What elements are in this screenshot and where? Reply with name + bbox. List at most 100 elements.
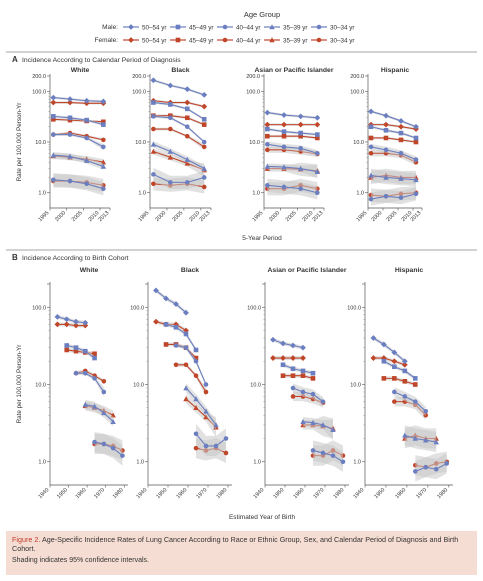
panel-a-plot-0-female-0-point (67, 99, 73, 106)
panel-a-plot-0-female-0-point (50, 99, 57, 106)
panel-a-plot-2-male-3-point (264, 163, 271, 169)
panel-b-plot-3-male-1-line (383, 360, 416, 379)
panel-b-plot-3-xtick-label: 1940 (353, 487, 366, 500)
panel-a-plot-0-ytick-label: 200.0 (32, 74, 46, 80)
panel-a-plot-3-male-2-point (383, 147, 389, 153)
panel-b-plot-1-female-3-point (193, 404, 199, 411)
panel-a-xlabel: 5-Year Period (242, 235, 282, 242)
panel-b-plot-2-male-0-point (280, 340, 286, 347)
panel-b-plot-1-female-2-line (176, 364, 207, 393)
panel-a-plot-0-male-4-point (51, 177, 56, 183)
panel-b-plot-1-xtick-label: 1950 (156, 487, 169, 500)
panel-b-plot-2-female-1-point (280, 373, 286, 378)
panel-a-plot-1-male-2-ci (153, 115, 205, 144)
panel-b-plot-1-female-2-point (183, 362, 189, 368)
panel-b-plot-2-male-1-line (282, 364, 314, 374)
panel-a-plot-1-female-1-point (184, 115, 190, 121)
panel-b-plot-3-male-0-point (391, 349, 398, 356)
panel-a-plot-0-male-0-line (53, 97, 104, 102)
panel-b-plot-3-female-0-point (391, 358, 398, 365)
panel-b-plot-2-male-2-point (320, 399, 326, 404)
panel-b-plot-0-male-2-point (92, 376, 97, 381)
panel-b-plot-0-ytick-label: 1.0 (38, 460, 46, 466)
panel-b-plot-3-male-4-point (433, 466, 439, 472)
panel-b-plot-2-male-2-point (290, 385, 296, 391)
panel-b-plot-3-male-0-point (380, 341, 387, 348)
panel-a-plot-2-female-1-line (267, 135, 318, 139)
panel-b-plot-0-male-1-point (73, 345, 79, 350)
panel-a-plot-1-female-2-point (151, 126, 156, 132)
panel-b-plot-1-male-0-point (183, 309, 189, 316)
panel-a-plot-0-ytick-label: 10.0 (35, 140, 46, 146)
panel-a-plot-0-title: White (71, 67, 90, 74)
panel-a-plot-3-male-3-point (368, 172, 374, 178)
panel-b-plot-3-female-1-point (412, 382, 418, 387)
panel-b-plot-1-female-2-point (173, 362, 179, 368)
panel-b-plot-0-title: White (80, 267, 99, 274)
panel-a-plot-1-male-4-line (153, 173, 205, 183)
panel-b-plot-0-male-0-point (73, 318, 79, 325)
panel-b-plot-0-xtick-label: 1960 (75, 487, 88, 500)
panel-a-plot-1-male-3-point (201, 165, 207, 171)
panel-b-plot-1-male-1-line (165, 323, 197, 351)
panel-a-plot-1-female-3-point (150, 148, 157, 154)
panel-a-plot-0-male-2-line (53, 134, 104, 148)
panel-b-plot-3-male-4-ci (415, 453, 447, 482)
panel-b-plot-3-female-1-ci (383, 376, 416, 387)
panel-a-plot-1-male-3-line (153, 143, 205, 170)
panel-a-plot-2-male-1-point (265, 126, 270, 132)
panel-b-plot-1-male-4-point (193, 431, 199, 437)
panel-a-plot-0-female-1-point (67, 117, 73, 123)
panel-a-plot-3-male-3-point (398, 175, 404, 181)
panel-a-plot-1-male-2-line (153, 115, 205, 143)
panel-b-plot-3-male-3-line (404, 434, 437, 443)
panel-b-plot-2-male-0-point (290, 342, 296, 349)
panel-b-plot-3-male-0-point (370, 335, 377, 341)
panel-b-plot-3-male-2-point (402, 394, 408, 399)
panel-b-plot-1-xtick-label: 1960 (176, 487, 189, 500)
panel-b-plot-2-male-4-point (330, 453, 336, 458)
panel-b-plot-0-female-0-point (73, 322, 79, 329)
panel-a-plot-1-male-3-point (184, 156, 190, 162)
panel-b-plot-3-male-2-point (412, 399, 418, 404)
panel-a-plot-1-xtick-label: 2005 (171, 210, 184, 223)
panel-a-plot-1-male-3-point (150, 141, 157, 147)
panel-a-plot-0-male-2-point (84, 135, 89, 141)
panel-b-plot-0-male-2-point (82, 370, 88, 376)
panel-a-plot-1-female-0-point (184, 99, 191, 106)
legend-female-label-1: 45–49 yr (189, 38, 214, 45)
panel-a-plot-1-female-4-point (151, 181, 156, 187)
panel-a-plot-0-male-1-line (53, 115, 104, 126)
panel-a-plot-2-male-3-point (281, 164, 287, 170)
panel-a-plot-0-male-4-line (53, 179, 104, 190)
panel-b-plot-1-female-2-point (193, 373, 199, 378)
panel-b-plot-1-female-1-point (193, 355, 199, 361)
panel-b-plot-1-male-2-point (193, 358, 199, 364)
legend-female-marker-2 (222, 37, 228, 43)
panel-b-title: Incidence According to Birth Cohort (22, 255, 129, 262)
panel-a-plot-0-male-1-point (101, 122, 106, 127)
panel-b-plot-0-ytick-label: 100.0 (32, 305, 46, 311)
panel-a-plot-3-male-1-line (370, 126, 417, 139)
panel-a-plot-1-female-0-point (201, 103, 208, 110)
panel-a-plot-0-male-4-point (67, 178, 73, 184)
panel-b-plot-2-ytick-label: 10.0 (250, 383, 261, 389)
panel-a-plot-3-female-1-point (368, 135, 374, 141)
panel-b-plot-2-xtick-label: 1940 (253, 487, 266, 500)
panel-a-plot-3-male-4-point (368, 196, 374, 202)
legend-female-label-0: 50–54 yr (142, 38, 167, 45)
panel-b-plot-0-female-0-point (54, 321, 61, 328)
panel-b-plot-1-female-0-point (153, 318, 159, 325)
panel-b-plot-3-ytick-label: 10.0 (350, 383, 361, 389)
panel-b-plot-2-male-3-point (300, 418, 306, 424)
panel-b-plot-2-male-4-point (320, 450, 326, 456)
panel-a-plot-1-title: Black (171, 67, 189, 74)
panel-a-plot-2-male-3-point (297, 165, 304, 171)
panel-b-plot-2-male-4-point (310, 448, 316, 453)
panel-a-plot-3-male-2-line (370, 146, 417, 161)
panel-a-plot-0-male-1-point (84, 117, 89, 123)
panel-a-plot-2-xtick-label: 2000 (268, 210, 281, 223)
panel-b-plot-1-xtick-label: 1970 (196, 487, 209, 500)
panel-a-plot-2-male-3-point (314, 168, 321, 174)
caption-figure-label: Figure 2. (12, 535, 41, 544)
